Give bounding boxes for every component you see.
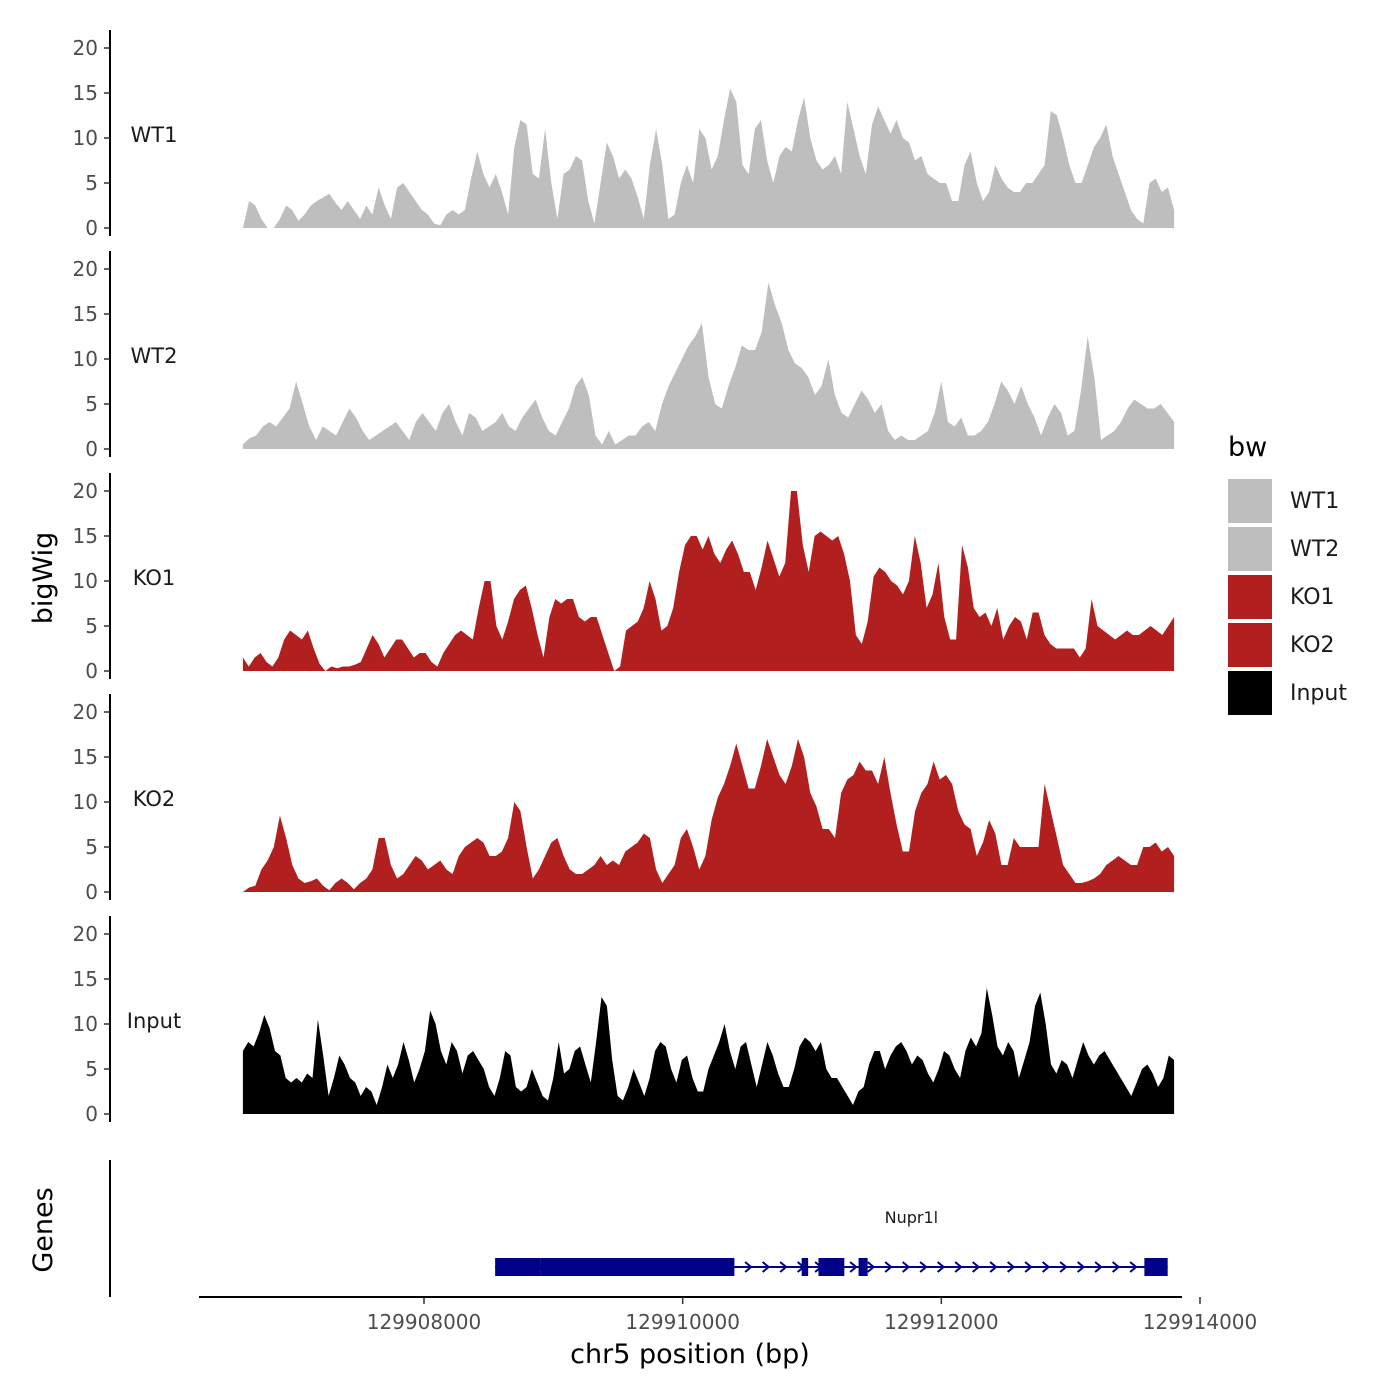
y-tick-label: 10: [73, 569, 98, 593]
track-ko1: 0 5 10 15 20 KO1: [73, 473, 1175, 683]
series-area-ko2: [242, 739, 1175, 892]
track-wt1: 0 5 10 15 20 WT1: [73, 30, 1175, 240]
x-tick-label: 129912000: [884, 1310, 999, 1334]
strand-arrow: [1076, 1261, 1086, 1273]
gene-exon: [1144, 1258, 1168, 1276]
y-tick-label: 5: [85, 614, 98, 638]
track-ko2: 0 5 10 15 20 KO2: [73, 694, 1175, 904]
y-tick-label: 10: [73, 126, 98, 150]
legend-item-wt1: WT1: [1228, 477, 1388, 525]
y-tick-label: 5: [85, 171, 98, 195]
strand-arrow: [849, 1261, 858, 1273]
gene-exon: [801, 1258, 809, 1276]
track-label-ko2: KO2: [133, 787, 176, 811]
series-area-wt1: [242, 88, 1175, 228]
legend-swatch: [1228, 623, 1272, 667]
strand-arrow: [1111, 1261, 1121, 1273]
y-tick-label: 10: [73, 347, 98, 371]
x-tick-label: 129914000: [1143, 1310, 1258, 1334]
x-axis-title: chr5 position (bp): [570, 1339, 810, 1370]
y-tick-label: 0: [85, 437, 98, 461]
y-tick-label: 5: [85, 835, 98, 859]
y-tick-label: 0: [85, 880, 98, 904]
legend-swatch: [1228, 671, 1272, 715]
legend-swatch: [1228, 527, 1272, 571]
y-tick-label: 0: [85, 659, 98, 683]
track-input: 0 5 10 15 20 Input: [73, 916, 1175, 1126]
strand-arrow: [779, 1261, 788, 1273]
y-tick-label: 10: [73, 1012, 98, 1036]
y-tick-label: 15: [73, 81, 98, 105]
y-tick-label: 15: [73, 745, 98, 769]
strand-arrow: [1094, 1261, 1103, 1273]
legend-label: WT2: [1290, 536, 1340, 562]
strand-arrow: [954, 1261, 963, 1273]
strand-arrow: [761, 1261, 771, 1273]
strand-arrow: [866, 1261, 876, 1273]
y-tick-label: 15: [73, 524, 98, 548]
y-tick-label: 0: [85, 1102, 98, 1126]
strand-arrow: [1059, 1261, 1068, 1273]
gene-nupr1l: Nupr1l: [495, 1208, 1168, 1276]
track-wt2: 0 5 10 15 20 WT2: [73, 251, 1175, 461]
y-tick-label: 5: [85, 392, 98, 416]
strand-arrow: [1024, 1261, 1033, 1273]
x-axis: 129908000 129910000 129912000 129914000: [199, 1296, 1258, 1334]
gene-name-label: Nupr1l: [885, 1208, 938, 1227]
y-tick-label: 15: [73, 302, 98, 326]
track-label-wt2: WT2: [131, 344, 178, 368]
track-label-wt1: WT1: [131, 123, 178, 147]
legend-swatch: [1228, 479, 1272, 523]
legend-label: KO1: [1290, 584, 1335, 610]
legend-item-wt2: WT2: [1228, 525, 1388, 573]
gene-exon: [818, 1258, 845, 1276]
y-axis-title: bigWig: [28, 532, 59, 625]
y-tick-label: 20: [73, 479, 98, 503]
strand-arrow: [919, 1261, 928, 1273]
legend: bw WT1 WT2 KO1 KO2 Input: [1228, 432, 1388, 717]
y-tick-label: 20: [73, 36, 98, 60]
strand-arrow: [1129, 1261, 1138, 1273]
x-tick-label: 129910000: [625, 1310, 740, 1334]
gene-exon: [495, 1258, 541, 1276]
legend-label: Input: [1290, 680, 1347, 706]
genes-panel-title: Genes: [28, 1187, 59, 1272]
strand-arrow: [1006, 1261, 1016, 1273]
y-tick-label: 0: [85, 216, 98, 240]
legend-items: WT1 WT2 KO1 KO2 Input: [1228, 477, 1388, 717]
x-tick-label: 129908000: [367, 1310, 482, 1334]
gene-exon: [540, 1258, 735, 1276]
track-label-input: Input: [127, 1009, 181, 1033]
series-area-input: [242, 988, 1175, 1114]
legend-item-ko2: KO2: [1228, 621, 1388, 669]
y-tick-label: 15: [73, 967, 98, 991]
signal-tracks: 0 5 10 15 20 WT1 0 5 10 15 20 WT2 0 5 10 15 20 KO1 0 5 10 15 2…: [73, 30, 1175, 1126]
y-tick-label: 20: [73, 922, 98, 946]
series-area-wt2: [242, 282, 1175, 449]
y-tick-label: 10: [73, 790, 98, 814]
strand-arrow: [884, 1261, 893, 1273]
legend-swatch: [1228, 575, 1272, 619]
strand-arrow: [744, 1261, 753, 1273]
strand-arrow: [1041, 1261, 1051, 1273]
strand-arrow: [989, 1261, 998, 1273]
strand-arrow: [936, 1261, 946, 1273]
legend-item-input: Input: [1228, 669, 1388, 717]
gene-exon: [858, 1258, 868, 1276]
legend-item-ko1: KO1: [1228, 573, 1388, 621]
genes-panel: Nupr1l: [109, 1160, 1168, 1297]
y-tick-label: 20: [73, 700, 98, 724]
strand-arrow: [901, 1261, 911, 1273]
series-area-ko1: [242, 491, 1175, 671]
legend-label: KO2: [1290, 632, 1335, 658]
y-tick-label: 20: [73, 257, 98, 281]
strand-arrow: [971, 1261, 981, 1273]
track-label-ko1: KO1: [133, 566, 176, 590]
y-tick-label: 5: [85, 1057, 98, 1081]
legend-title: bw: [1228, 432, 1268, 463]
legend-label: WT1: [1290, 488, 1340, 514]
